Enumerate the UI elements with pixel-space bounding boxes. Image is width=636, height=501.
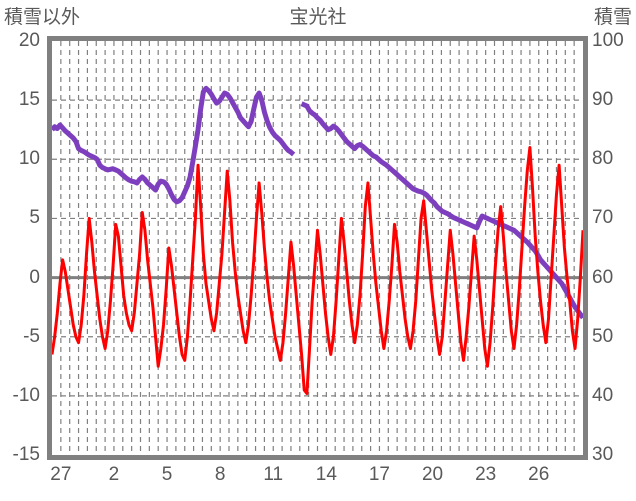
right-axis-title: 積雪 [593,7,632,28]
chart-canvas [52,41,583,455]
x-tick: 23 [475,464,497,485]
x-tick: 11 [263,464,284,485]
x-tick: 5 [161,464,173,485]
y-tick-left: 20 [18,30,40,51]
x-tick: 8 [214,464,226,485]
y-tick-right: 80 [592,148,614,170]
y-tick-right: 50 [592,325,614,347]
x-tick: 20 [421,464,444,485]
page-title: 宝光社 [289,7,347,28]
y-tick-right: 30 [592,444,614,465]
y-tick-right: 70 [592,207,614,229]
y-tick-left: -5 [23,325,40,347]
y-tick-right: 60 [592,266,614,288]
x-tick: 14 [315,464,337,485]
plot-area [52,41,583,455]
y-tick-right: 40 [592,384,614,406]
y-tick-left: -15 [12,444,40,465]
y-tick-left: 0 [29,266,40,288]
x-tick: 2 [108,464,120,485]
x-tick: 27 [50,464,72,485]
x-tick: 17 [368,464,390,485]
x-tick: 26 [528,464,550,485]
y-tick-left: -10 [12,384,40,406]
series-line-temperature [52,145,583,395]
y-tick-left: 15 [18,89,40,111]
y-tick-left: 5 [29,207,40,229]
y-tick-left: 10 [18,148,40,170]
left-axis-title: 積雪以外 [4,7,81,28]
y-tick-right: 100 [592,30,624,51]
grid-lines [52,41,583,455]
y-tick-right: 90 [592,89,614,111]
series-lines [52,85,583,395]
